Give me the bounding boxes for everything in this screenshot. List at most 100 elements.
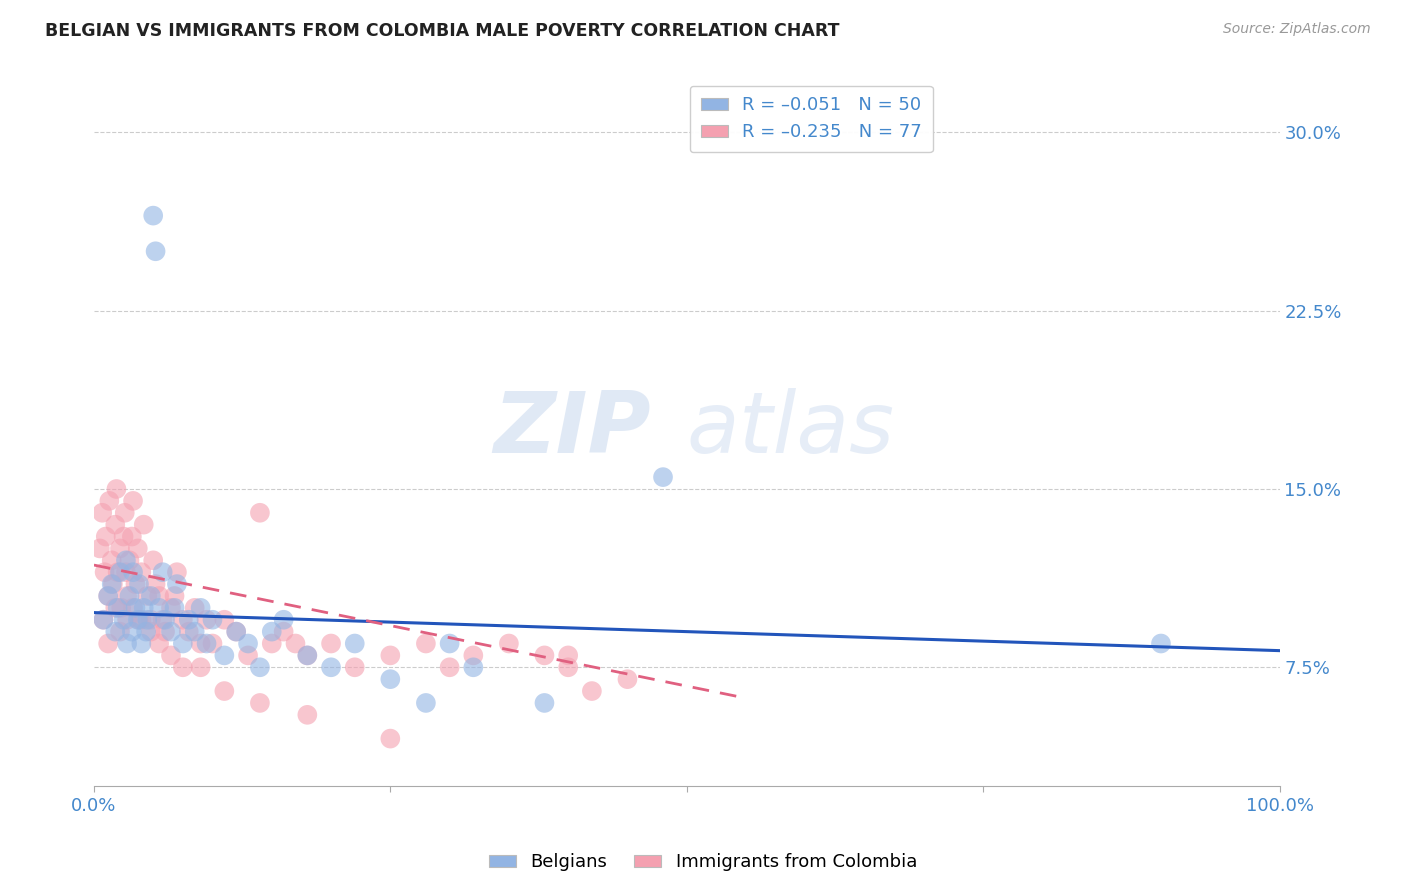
Point: [319, 660, 342, 674]
Point: [415, 696, 437, 710]
Point: [93, 613, 115, 627]
Point: [105, 482, 128, 496]
Point: [101, 577, 124, 591]
Point: [112, 529, 135, 543]
Point: [284, 636, 307, 650]
Point: [190, 660, 212, 674]
Point: [98, 494, 121, 508]
Point: [115, 589, 138, 603]
Point: [132, 517, 155, 532]
Point: [557, 648, 579, 663]
Point: [148, 600, 170, 615]
Point: [163, 600, 186, 615]
Point: [177, 624, 200, 639]
Point: [439, 660, 461, 674]
Point: [297, 648, 319, 663]
Point: [190, 600, 212, 615]
Point: [297, 707, 319, 722]
Point: [439, 636, 461, 650]
Point: [463, 660, 485, 674]
Point: [152, 565, 174, 579]
Point: [214, 648, 236, 663]
Point: [100, 577, 122, 591]
Point: [148, 589, 170, 603]
Point: [415, 636, 437, 650]
Point: [91, 506, 114, 520]
Point: [380, 672, 402, 686]
Point: [581, 684, 603, 698]
Point: [136, 589, 159, 603]
Point: [108, 541, 131, 556]
Legend: Belgians, Immigrants from Colombia: Belgians, Immigrants from Colombia: [482, 847, 924, 879]
Point: [121, 624, 143, 639]
Point: [112, 613, 135, 627]
Point: [124, 577, 146, 591]
Point: [343, 636, 366, 650]
Point: [122, 600, 145, 615]
Point: [260, 636, 283, 650]
Point: [273, 624, 295, 639]
Point: [273, 613, 295, 627]
Point: [195, 636, 218, 650]
Point: [131, 636, 153, 650]
Point: [183, 624, 205, 639]
Point: [131, 613, 153, 627]
Point: [115, 565, 138, 579]
Point: [225, 624, 247, 639]
Point: [104, 600, 127, 615]
Point: [183, 600, 205, 615]
Point: [166, 565, 188, 579]
Point: [160, 600, 183, 615]
Point: [104, 517, 127, 532]
Point: [153, 624, 176, 639]
Point: [498, 636, 520, 650]
Point: [97, 589, 120, 603]
Point: [652, 470, 675, 484]
Point: [115, 636, 138, 650]
Point: [145, 577, 167, 591]
Point: [139, 589, 162, 603]
Point: [136, 613, 159, 627]
Point: [463, 648, 485, 663]
Point: [172, 660, 194, 674]
Point: [139, 624, 162, 639]
Text: atlas: atlas: [686, 388, 894, 471]
Point: [118, 553, 141, 567]
Point: [148, 636, 170, 650]
Point: [195, 613, 218, 627]
Point: [153, 613, 176, 627]
Point: [97, 636, 120, 650]
Point: [533, 696, 555, 710]
Point: [152, 613, 174, 627]
Point: [93, 613, 115, 627]
Point: [249, 696, 271, 710]
Point: [190, 636, 212, 650]
Point: [115, 553, 138, 567]
Point: [89, 541, 111, 556]
Point: [127, 613, 149, 627]
Point: [1150, 636, 1173, 650]
Text: ZIP: ZIP: [494, 388, 651, 471]
Point: [107, 600, 129, 615]
Point: [135, 624, 157, 639]
Point: [124, 600, 146, 615]
Point: [108, 624, 131, 639]
Point: [214, 684, 236, 698]
Point: [97, 589, 120, 603]
Point: [201, 636, 224, 650]
Point: [128, 577, 150, 591]
Point: [297, 648, 319, 663]
Point: [616, 672, 638, 686]
Point: [142, 209, 165, 223]
Point: [177, 613, 200, 627]
Point: [319, 636, 342, 650]
Point: [557, 660, 579, 674]
Point: [142, 553, 165, 567]
Point: [249, 660, 271, 674]
Text: Source: ZipAtlas.com: Source: ZipAtlas.com: [1223, 22, 1371, 37]
Point: [128, 613, 150, 627]
Point: [139, 613, 162, 627]
Point: [94, 529, 117, 543]
Point: [160, 648, 183, 663]
Legend: R = –0.051   N = 50, R = –0.235   N = 77: R = –0.051 N = 50, R = –0.235 N = 77: [690, 86, 932, 153]
